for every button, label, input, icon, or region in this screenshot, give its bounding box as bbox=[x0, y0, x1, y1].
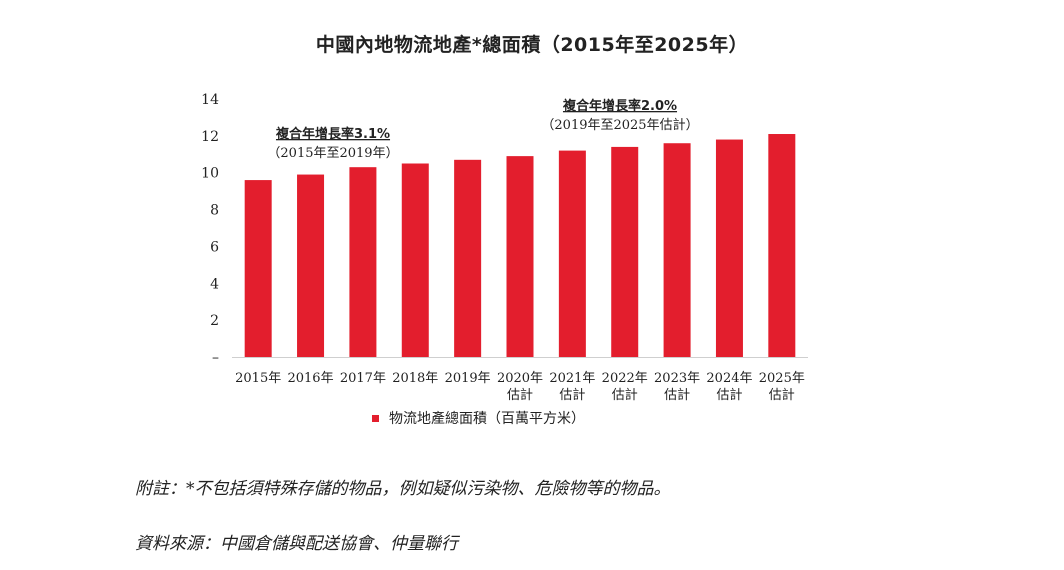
y-tick-label: 12 bbox=[201, 129, 219, 145]
legend: 物流地產總面積（百萬平方米） bbox=[372, 408, 585, 428]
bar bbox=[558, 150, 586, 357]
y-tick-label: 8 bbox=[210, 203, 219, 219]
x-tick-label: 估計 bbox=[559, 387, 585, 403]
bars bbox=[244, 134, 796, 357]
footnote-note: 附註：*不包括須特殊存儲的物品，例如疑似污染物、危險物等的物品。 bbox=[135, 479, 671, 499]
footnote-source: 資料來源：中國倉儲與配送協會、仲量聯行 bbox=[135, 534, 458, 554]
x-tick-label: 2017年 bbox=[340, 371, 386, 386]
x-tick-label: 估計 bbox=[507, 387, 533, 403]
y-tick-label: 6 bbox=[210, 239, 219, 255]
x-tick-label: 2019年 bbox=[445, 371, 491, 386]
cagr-annotation-period: （2019年至2025年估計） bbox=[541, 117, 698, 133]
x-tick-label: 2020年 bbox=[497, 371, 543, 386]
x-tick-label: 2023年 bbox=[654, 371, 700, 386]
chart-title: 中國內地物流地產*總面積（2015年至2025年） bbox=[315, 34, 749, 56]
bar bbox=[297, 174, 325, 357]
x-tick-label: 2025年 bbox=[759, 371, 805, 386]
x-axis-labels: 2015年 2016年 2017年 2018年 2019年 2020年估計2021年估計2… bbox=[235, 371, 805, 403]
x-tick-label: 2022年 bbox=[602, 371, 648, 386]
y-tick-label: 14 bbox=[201, 92, 219, 108]
x-tick-label: 估計 bbox=[612, 387, 638, 403]
bar bbox=[663, 143, 691, 357]
cagr-annotation-title: 複合年增長率3.1% bbox=[275, 126, 390, 142]
bar bbox=[715, 139, 743, 357]
x-tick-label: 2021年 bbox=[549, 371, 595, 386]
x-tick-label: 估計 bbox=[664, 387, 690, 403]
bar bbox=[611, 146, 639, 357]
bar bbox=[349, 167, 377, 357]
x-tick-label: 2018年 bbox=[392, 371, 438, 386]
y-tick-label: 10 bbox=[201, 166, 219, 182]
bar bbox=[506, 156, 534, 357]
x-tick-label: 2016年 bbox=[287, 371, 333, 386]
bar bbox=[244, 180, 272, 357]
x-tick-label: 2024年 bbox=[706, 371, 752, 386]
bar bbox=[768, 134, 796, 357]
bar bbox=[401, 163, 429, 357]
x-tick-label: 估計 bbox=[716, 387, 742, 403]
legend-swatch bbox=[372, 414, 379, 422]
cagr-annotations: 複合年增長率3.1% （2015年至2019年） 複合年增長率2.0% （2019年至… bbox=[267, 98, 698, 161]
y-tick-label: 2 bbox=[210, 313, 219, 329]
cagr-annotation-period: （2015年至2019年） bbox=[267, 146, 398, 161]
bar bbox=[454, 159, 482, 357]
x-tick-label: 估計 bbox=[769, 387, 795, 403]
x-tick-label: 2015年 bbox=[235, 371, 281, 386]
legend-label: 物流地產總面積（百萬平方米） bbox=[389, 411, 585, 427]
y-tick-label: 4 bbox=[210, 276, 219, 292]
y-tick-label: – bbox=[212, 350, 219, 366]
y-axis: – 2 4 6 8 10 12 14 bbox=[201, 92, 219, 366]
cagr-annotation-title: 複合年增長率2.0% bbox=[562, 98, 677, 114]
